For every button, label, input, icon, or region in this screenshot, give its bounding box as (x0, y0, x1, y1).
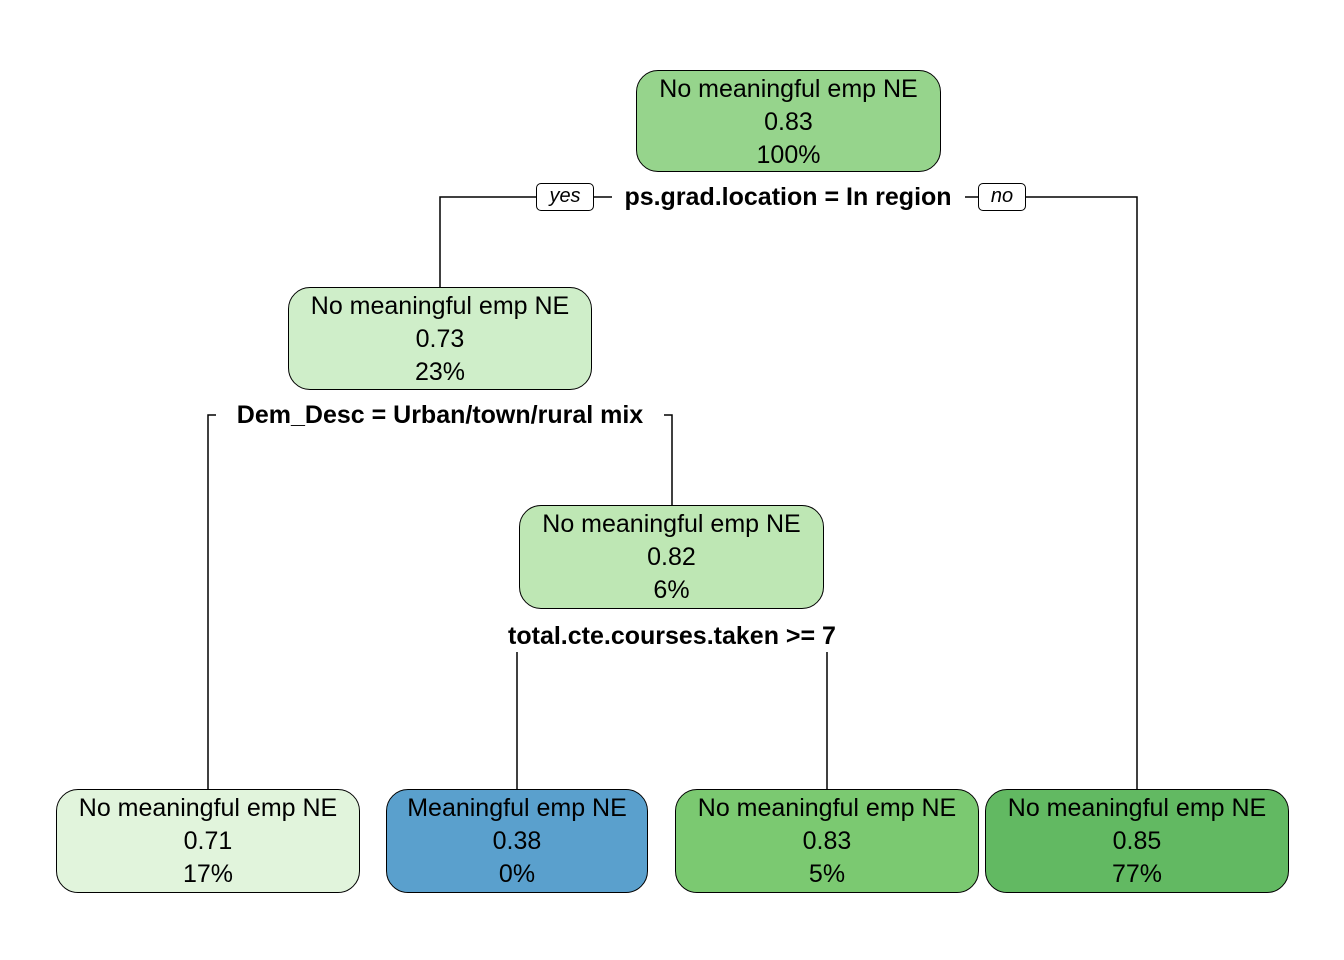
node-probability: 0.82 (647, 543, 696, 571)
node-class-label: No meaningful emp NE (310, 292, 570, 320)
tree-leaf-cte-ge7: Meaningful emp NE 0.38 0% (386, 789, 648, 893)
node-probability: 0.83 (764, 108, 813, 136)
node-probability: 0.38 (492, 827, 542, 855)
node-class-label: No meaningful emp NE (659, 75, 918, 103)
branch-tag-yes: yes (536, 183, 594, 211)
edge-in-region-to-urban-mix (207, 414, 216, 789)
node-percentage: 6% (653, 576, 690, 604)
node-percentage: 0% (498, 860, 536, 888)
node-class-label: No meaningful emp NE (1007, 794, 1267, 822)
branch-tag-no: no (978, 183, 1026, 211)
split-label-grad-location: ps.grad.location = In region (621, 182, 955, 212)
split-label-dem-desc: Dem_Desc = Urban/town/rural mix (233, 400, 647, 430)
node-class-label: No meaningful emp NE (697, 794, 957, 822)
node-percentage: 77% (1111, 860, 1163, 888)
node-probability: 0.85 (1112, 827, 1162, 855)
tree-leaf-cte-lt7: No meaningful emp NE 0.83 5% (675, 789, 979, 893)
node-class-label: Meaningful emp NE (407, 794, 627, 822)
node-class-label: No meaningful emp NE (542, 510, 801, 538)
tree-leaf-urban-mix: No meaningful emp NE 0.71 17% (56, 789, 360, 893)
node-probability: 0.73 (415, 325, 465, 353)
tree-node-root: No meaningful emp NE 0.83 100% (636, 70, 941, 172)
node-percentage: 100% (756, 141, 821, 169)
edge-in-region-to-not-urban-mix (664, 414, 673, 505)
node-probability: 0.71 (183, 827, 233, 855)
node-percentage: 23% (414, 358, 466, 386)
tree-node-in-region: No meaningful emp NE 0.73 23% (288, 287, 592, 390)
split-label-cte-courses: total.cte.courses.taken >= 7 (505, 621, 839, 651)
node-percentage: 17% (182, 860, 234, 888)
node-percentage: 5% (808, 860, 846, 888)
node-probability: 0.83 (802, 827, 852, 855)
node-class-label: No meaningful emp NE (78, 794, 338, 822)
edge-root-to-out-region (965, 196, 1138, 789)
tree-leaf-out-region: No meaningful emp NE 0.85 77% (985, 789, 1289, 893)
tree-node-not-urban-mix: No meaningful emp NE 0.82 6% (519, 505, 824, 609)
